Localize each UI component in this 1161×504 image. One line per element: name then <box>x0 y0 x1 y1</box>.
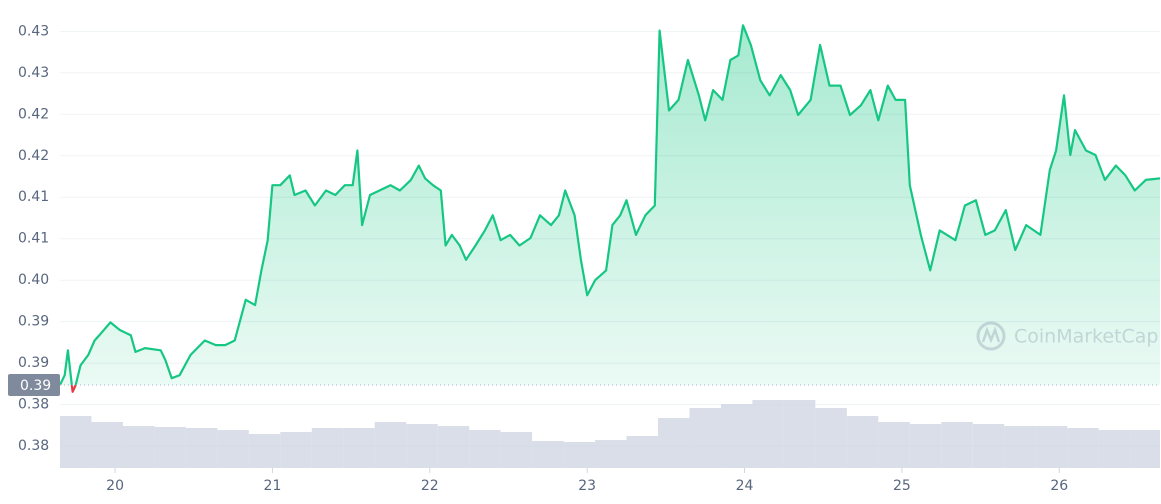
volume-bar <box>815 408 847 468</box>
volume-bar <box>657 418 690 468</box>
watermark-text: CoinMarketCap <box>1014 326 1159 348</box>
volume-bar <box>374 422 407 468</box>
x-tick-label: 22 <box>421 478 439 494</box>
x-tick-label: 25 <box>893 478 911 494</box>
volume-bar <box>563 442 596 468</box>
volume-bar <box>752 400 784 468</box>
volume-bar <box>311 428 344 468</box>
y-tick-label: 0.43 <box>18 65 49 81</box>
volume-bar <box>626 436 658 468</box>
volume-bar <box>1035 426 1068 468</box>
x-tick-label: 26 <box>1050 478 1068 494</box>
volume-bar <box>941 422 973 468</box>
volume-bar <box>122 426 155 468</box>
baseline-badge <box>8 374 60 397</box>
volume-bar <box>532 441 564 468</box>
price-area <box>60 25 1160 386</box>
volume-bar <box>437 426 470 468</box>
volume-bar <box>1004 426 1036 468</box>
x-tick-label: 23 <box>578 478 596 494</box>
y-tick-label: 0.38 <box>18 397 49 413</box>
volume-bar <box>91 422 123 468</box>
price-line-up <box>60 24 1160 386</box>
y-tick-label: 0.43 <box>18 23 49 39</box>
watermark: CoinMarketCap <box>976 321 1159 351</box>
volume-bar <box>500 432 533 468</box>
volume-bar <box>720 404 753 468</box>
volume-bar <box>909 424 942 468</box>
volume-bar <box>60 416 92 468</box>
y-tick-label: 0.38 <box>18 438 49 454</box>
volume-bar <box>248 434 281 468</box>
volume-bar <box>878 422 910 468</box>
volume-bar <box>343 428 375 468</box>
y-tick-label: 0.41 <box>18 231 49 247</box>
volume-bar <box>689 408 721 468</box>
x-tick-label: 24 <box>736 478 754 494</box>
volume-bar <box>846 416 879 468</box>
y-tick-label: 0.42 <box>18 106 49 122</box>
volume-bar <box>406 424 438 468</box>
volume-bar <box>1130 430 1160 468</box>
y-tick-label: 0.40 <box>18 272 49 288</box>
volume-bar <box>595 440 627 468</box>
y-tick-label: 0.42 <box>18 148 49 164</box>
volume-bar <box>217 430 249 468</box>
x-tick-label: 21 <box>264 478 282 494</box>
x-tick-label: 20 <box>106 478 124 494</box>
volume-bar <box>154 427 186 468</box>
volume-bar <box>469 430 501 468</box>
volume-bar <box>280 432 312 468</box>
y-tick-label: 0.41 <box>18 189 49 205</box>
y-tick-label: 0.39 <box>18 355 49 371</box>
baseline-label: 0.39 <box>20 378 51 394</box>
volume-bar <box>972 424 1005 468</box>
y-tick-label: 0.39 <box>18 314 49 330</box>
volume-bar <box>1067 428 1099 468</box>
volume-bar <box>1098 430 1131 468</box>
volume-bar <box>783 400 816 468</box>
volume-bar <box>185 428 218 468</box>
